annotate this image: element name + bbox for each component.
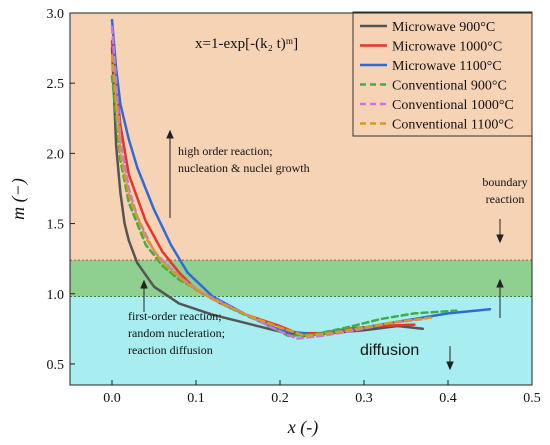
- annotation-high-order-line2: nucleation & nuclei growth: [178, 161, 310, 175]
- legend-label-2: Microwave 1000°C: [392, 40, 502, 55]
- series-group: [110, 18, 492, 340]
- legend: Microwave 900°C Microwave 1000°C Microwave…: [352, 11, 533, 137]
- x-tick-label: 0.4: [439, 391, 457, 406]
- annotation-diffusion: diffusion: [360, 342, 419, 359]
- plot-border: [69, 12, 533, 386]
- annotation-boundary-line2: reaction: [486, 192, 525, 206]
- y-tick-label: 1.5: [47, 218, 65, 233]
- region-high-order: [70, 13, 532, 261]
- annotation-first-order-line2: random nucleration;: [128, 326, 225, 340]
- series-line-5: [110, 25, 425, 340]
- legend-label-1: Microwave 900°C: [392, 20, 495, 35]
- annotation-boundary-line1: boundary: [482, 175, 527, 189]
- x-tick-label: 0.1: [187, 391, 205, 406]
- plot-frame: [69, 12, 533, 386]
- y-tick-label: 3.0: [47, 7, 65, 22]
- legend-box: [352, 11, 533, 137]
- series-line-4: [110, 74, 458, 338]
- arrow-diffusion-head: [446, 361, 454, 371]
- legend-label-6: Conventional 1100°C: [392, 118, 513, 133]
- legend-label-4: Conventional 900°C: [392, 79, 507, 94]
- series-line-6: [110, 53, 433, 338]
- y-tick-label: 2.5: [47, 77, 65, 92]
- legend-label-5: Conventional 1000°C: [392, 98, 514, 113]
- annotation-first-order-line1: first-order reaction;: [128, 309, 222, 323]
- x-tick-label: 0.3: [355, 391, 373, 406]
- y-tick-label: 1.0: [47, 288, 65, 303]
- annotation-high-order-line1: high order reaction;: [178, 144, 273, 158]
- arrow-first-order-head: [140, 279, 148, 289]
- annotation-arrows: [140, 129, 504, 371]
- region-bands: [70, 13, 532, 385]
- y-axis-label: m (−): [8, 178, 29, 220]
- legend-label-3: Microwave 1100°C: [392, 59, 502, 74]
- arrow-boundary-up-head: [496, 278, 504, 288]
- y-tick-label: 0.5: [47, 358, 65, 373]
- arrow-boundary-down-head: [496, 234, 504, 244]
- x-axis-label: x (-): [287, 417, 318, 438]
- arrow-high-order-head: [166, 129, 174, 139]
- x-tick-label: 0.5: [523, 391, 541, 406]
- axis-ticks: 0.0 0.1 0.2 0.3 0.4 0.5 0.5 1.0 1.5 2.0 2.5 3.0: [47, 7, 541, 406]
- equation-text: x=1-exp[-(k₂ t)ᵐ]: [195, 36, 298, 52]
- x-tick-label: 0.0: [103, 391, 121, 406]
- annotation-first-order-line3: reaction diffusion: [128, 343, 213, 357]
- x-tick-label: 0.2: [271, 391, 289, 406]
- y-tick-label: 2.0: [47, 147, 65, 162]
